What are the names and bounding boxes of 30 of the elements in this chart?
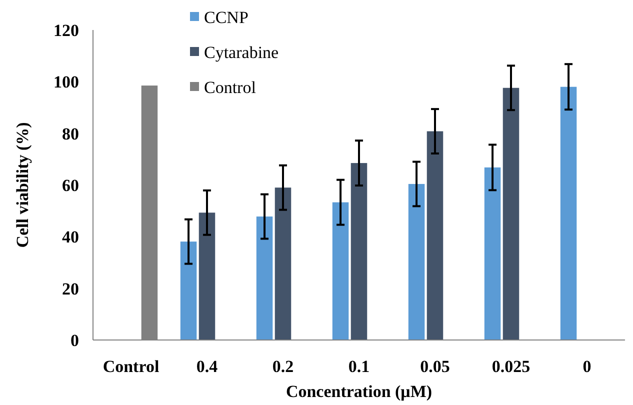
bar <box>180 242 197 340</box>
x-tick-label: 0 <box>582 357 592 376</box>
x-axis-title: Concentration (μM) <box>286 382 432 401</box>
bar <box>198 212 216 340</box>
y-tick-label: 100 <box>54 72 79 92</box>
bar <box>408 184 425 340</box>
bar <box>426 131 444 340</box>
y-tick-label: 80 <box>62 124 79 144</box>
x-tick-label: 0.1 <box>348 357 370 376</box>
x-tick-label: 0.05 <box>420 357 450 376</box>
y-axis-title: Cell viability (%) <box>13 122 32 248</box>
bar <box>484 167 501 340</box>
x-tick-label: 0.4 <box>196 357 218 376</box>
bar <box>332 202 349 340</box>
x-tick-label: 0.025 <box>492 357 530 376</box>
legend-label: Control <box>204 78 256 97</box>
bar <box>274 188 292 340</box>
bar <box>502 88 520 340</box>
y-tick-label: 120 <box>54 20 79 40</box>
x-tick-label: Control <box>102 357 160 376</box>
x-tick-label: 0.2 <box>272 357 294 376</box>
bar <box>256 216 273 340</box>
y-tick-label: 40 <box>62 228 79 247</box>
y-tick-label: 20 <box>62 279 79 298</box>
y-tick-label: 60 <box>62 176 79 195</box>
bar <box>350 163 368 340</box>
legend-label: Cytarabine <box>204 42 279 62</box>
bar <box>560 86 577 340</box>
legend-label: CCNP <box>204 8 248 27</box>
y-tick-label: 0 <box>70 330 79 350</box>
